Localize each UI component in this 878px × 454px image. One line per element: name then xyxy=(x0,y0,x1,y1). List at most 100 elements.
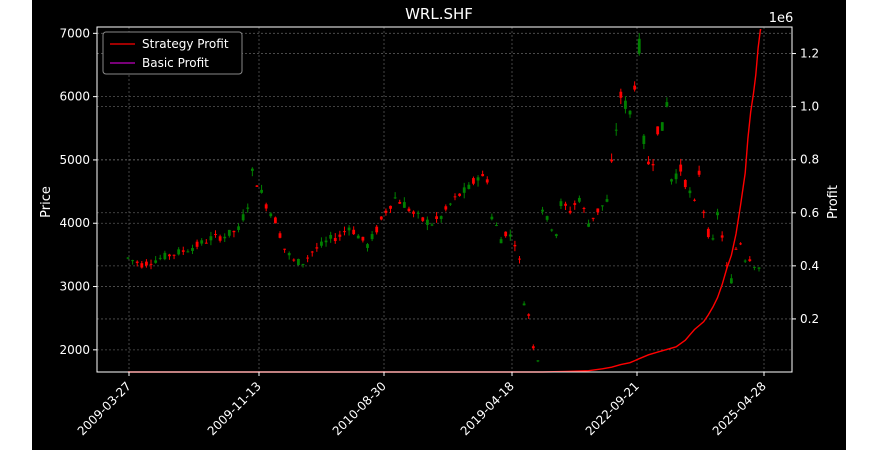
candle-body xyxy=(720,235,724,238)
candle-body xyxy=(264,204,268,209)
candle-body xyxy=(513,244,517,247)
candle-body xyxy=(743,260,747,262)
y-left-tick-label: 5000 xyxy=(59,153,90,167)
candle-body xyxy=(458,193,462,196)
candle-body xyxy=(739,243,742,245)
candle-body xyxy=(642,135,646,144)
candle-body xyxy=(154,260,158,263)
candle-body xyxy=(757,267,761,269)
candle-body xyxy=(209,236,213,241)
candle-body xyxy=(135,261,139,263)
candle-body xyxy=(545,216,549,220)
candle-body xyxy=(508,234,512,237)
candle-body xyxy=(140,263,144,268)
y-axis-left: 2000 3000 4000 5000 6000 7000 xyxy=(59,26,97,357)
y-left-tick-label: 3000 xyxy=(59,280,90,294)
y-right-tick-label: 1.0 xyxy=(800,100,819,114)
candle-body xyxy=(320,241,323,246)
candle-body xyxy=(725,265,729,267)
candle-body xyxy=(706,228,710,237)
y-right-tick-label: 1.2 xyxy=(800,47,819,61)
candle-body xyxy=(752,266,756,268)
candle-body xyxy=(665,102,669,107)
candle-body xyxy=(651,163,655,166)
chart-figure: WRL.SHF 2009-03-27 2009-11-13 2010-08-30 20… xyxy=(32,0,846,450)
candle-body xyxy=(292,259,296,261)
candle-body xyxy=(191,247,194,251)
candle-body xyxy=(531,346,535,349)
candle-body xyxy=(273,217,277,224)
y-right-tick-label: 0.2 xyxy=(800,312,819,326)
gridlines xyxy=(97,27,792,372)
legend-label-basic: Basic Profit xyxy=(142,56,209,70)
legend: Strategy Profit Basic Profit xyxy=(102,31,243,75)
strategy-profit-line xyxy=(128,29,762,373)
candle-body xyxy=(370,234,374,240)
candle-body xyxy=(218,236,222,241)
y-axis-right: 0.2 0.4 0.6 0.8 1.0 1.2 xyxy=(792,47,819,326)
candle-body xyxy=(366,244,369,248)
candle-body xyxy=(522,303,526,306)
candle-body xyxy=(697,170,701,175)
candle-body xyxy=(131,260,135,262)
candle-body xyxy=(748,259,752,262)
chart-svg: WRL.SHF 2009-03-27 2009-11-13 2010-08-30 20… xyxy=(32,0,846,450)
y-left-tick-label: 4000 xyxy=(59,216,90,230)
candle-body xyxy=(287,253,291,256)
candle-body xyxy=(518,258,521,260)
candle-body xyxy=(329,234,333,239)
legend-box xyxy=(102,31,243,75)
candle-body xyxy=(647,161,650,165)
candlestick-series xyxy=(126,33,761,363)
candle-body xyxy=(449,203,452,205)
candle-body xyxy=(660,122,664,131)
candle-body xyxy=(421,217,425,221)
candle-body xyxy=(356,235,360,239)
candle-body xyxy=(375,226,379,233)
candle-body xyxy=(214,234,217,236)
candle-body xyxy=(352,229,356,235)
candle-body xyxy=(624,100,627,109)
candle-body xyxy=(439,216,443,219)
candle-body xyxy=(499,239,503,244)
candle-body xyxy=(315,247,319,249)
candle-body xyxy=(407,208,411,212)
candle-body xyxy=(637,38,641,54)
candle-body xyxy=(729,278,733,284)
y-right-tick-label: 0.8 xyxy=(800,153,819,167)
candle-body xyxy=(462,187,466,193)
candle-body xyxy=(541,209,544,212)
candle-body xyxy=(204,242,208,244)
candle-body xyxy=(310,251,314,253)
candle-body xyxy=(324,240,328,243)
candle-body xyxy=(628,110,632,115)
candle-body xyxy=(601,205,604,207)
candle-body xyxy=(343,231,346,233)
figure-background xyxy=(32,0,846,450)
candle-body xyxy=(481,174,485,177)
candle-body xyxy=(260,189,263,193)
candle-body xyxy=(444,206,448,210)
candle-body xyxy=(393,197,397,199)
candle-body xyxy=(430,224,434,226)
candle-body xyxy=(614,129,618,131)
candle-body xyxy=(554,234,558,237)
candle-body xyxy=(126,257,130,259)
candle-body xyxy=(670,179,673,182)
candle-body xyxy=(306,257,310,259)
candle-body xyxy=(485,179,489,183)
candle-body xyxy=(550,229,554,231)
candle-body xyxy=(237,226,240,230)
y-right-tick-label: 0.6 xyxy=(800,206,819,220)
candle-body xyxy=(504,231,508,237)
plot-frame xyxy=(96,26,793,373)
candle-body xyxy=(177,249,181,255)
candle-body xyxy=(674,173,678,180)
candle-body xyxy=(734,248,738,250)
candle-body xyxy=(688,190,692,194)
candle-body xyxy=(246,207,250,209)
candle-body xyxy=(467,184,471,189)
candle-body xyxy=(168,254,171,257)
candle-body xyxy=(577,197,581,202)
candle-body xyxy=(158,257,162,259)
